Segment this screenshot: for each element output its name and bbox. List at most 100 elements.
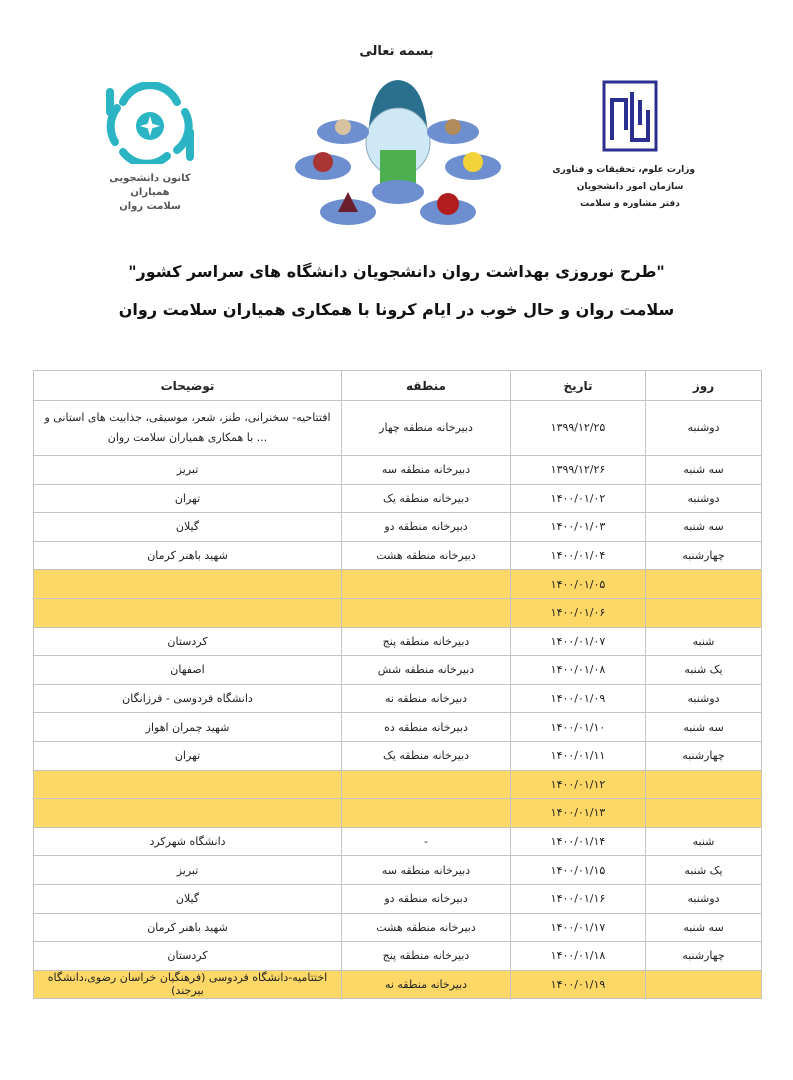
right-logo-caption-1: وزارت علوم، تحقیقات و فناوری (552, 165, 695, 175)
table-row: ۱۴۰۰/۰۱/۱۳ (33, 798, 762, 828)
cell-description: کردستان (33, 626, 342, 657)
table-row: دوشنبه ۱۴۰۰/۰۱/۰۹ دبیرخانه منطقه نه دانشگاه… (33, 683, 762, 714)
schedule-table: روز تاریخ منطقه توضیحات دوشنبه ۱۳۹۹/۱۲/۲۵… (33, 370, 762, 1000)
cell-date: ۱۴۰۰/۰۱/۰۴ (510, 540, 646, 571)
table-row: ۱۴۰۰/۰۱/۰۶ (33, 597, 762, 628)
cell-date: ۱۴۰۰/۰۱/۰۹ (510, 683, 646, 714)
cell-description: دانشگاه شهرکرد (33, 826, 342, 857)
cell-description: گیلان (33, 512, 342, 542)
column-header-description: توضیحات (33, 370, 342, 401)
table-row: سه شنبه ۱۴۰۰/۰۱/۱۷ دبیرخانه منطقه هشت شهید … (33, 912, 762, 943)
table-row: شنبه ۱۴۰۰/۰۱/۱۴- دانشگاه شهرکرد (33, 826, 762, 857)
left-logo-caption-1: کانون دانشجویی همیاران (109, 173, 191, 198)
cell-description (33, 769, 342, 800)
cell-region: دبیرخانه منطقه پنج (341, 941, 511, 971)
hamyaran-logo: کانون دانشجویی همیاران سلامت روان (95, 81, 205, 214)
cell-region: دبیرخانه منطقه ده (341, 712, 511, 742)
cell-region: دبیرخانه منطقه سه (341, 455, 511, 485)
column-header-region: منطقه (341, 370, 511, 401)
cell-description: دانشگاه فردوسی - فرزانگان (33, 683, 342, 714)
cell-date: ۱۴۰۰/۰۱/۰۵ (510, 569, 646, 599)
cell-description: گیلان (33, 883, 342, 914)
table-row: سه شنبه ۱۴۰۰/۰۱/۰۳ دبیرخانه منطقه دو گیلان (33, 512, 762, 542)
cell-day: دوشنبه (645, 883, 762, 914)
cell-day: چهارشنبه (645, 740, 762, 771)
cell-description: افتتاحیه- سخنرانی، طنز، شعر، موسیقی، جذا… (33, 400, 342, 456)
cell-region: دبیرخانه منطقه نه (341, 683, 511, 714)
cell-region (341, 798, 511, 828)
cell-region (341, 597, 511, 628)
cell-date: ۱۴۰۰/۰۱/۰۳ (510, 512, 646, 542)
table-row: دوشنبه ۱۴۰۰/۰۱/۰۲ دبیرخانه منطقه یک تهران (33, 483, 762, 514)
table-row: چهارشنبه ۱۴۰۰/۰۱/۱۸ دبیرخانه منطقه پنج کردس… (33, 941, 762, 971)
cell-date: ۱۴۰۰/۰۱/۱۵ (510, 855, 646, 885)
cell-day: دوشنبه (645, 483, 762, 514)
cell-date: ۱۳۹۹/۱۲/۲۶ (510, 455, 646, 485)
cell-day (645, 597, 762, 628)
document-title: "طرح نوروزی بهداشت روان دانشجویان دانشگا… (128, 262, 665, 281)
cell-description: تهران (33, 740, 342, 771)
cell-date: ۱۴۰۰/۰۱/۱۹ (510, 969, 646, 1000)
cell-date: ۱۴۰۰/۰۱/۱۰ (510, 712, 646, 742)
cell-description: تهران (33, 483, 342, 514)
table-row: ۱۴۰۰/۰۱/۰۵ (33, 569, 762, 599)
cell-day: سه شنبه (645, 512, 762, 542)
cell-day: شنبه (645, 626, 762, 657)
left-logo-caption-2: سلامت روان (119, 201, 181, 212)
cell-date: ۱۴۰۰/۰۱/۰۸ (510, 655, 646, 685)
haft-seen-illustration (295, 80, 501, 225)
cell-day (645, 798, 762, 828)
cell-region (341, 769, 511, 800)
bismillah-heading: بسمه تعالی (359, 44, 434, 59)
table-row: ۱۴۰۰/۰۱/۱۹ دبیرخانه منطقه نه اختتامیه-دانش… (33, 969, 762, 1000)
table-row: دوشنبه ۱۳۹۹/۱۲/۲۵ دبیرخانه منطقه چهار افتتا… (33, 400, 762, 456)
cell-description: اختتامیه-دانشگاه فردوسی (فرهنگیان خراسان… (33, 969, 342, 1000)
table-body: دوشنبه ۱۳۹۹/۱۲/۲۵ دبیرخانه منطقه چهار افتتا… (33, 400, 762, 1000)
cell-day: شنبه (645, 826, 762, 857)
cell-date: ۱۴۰۰/۰۱/۱۴ (510, 826, 646, 857)
cell-region: دبیرخانه منطقه دو (341, 512, 511, 542)
cell-region: دبیرخانه منطقه دو (341, 883, 511, 914)
table-row: سه شنبه ۱۴۰۰/۰۱/۱۰ دبیرخانه منطقه ده شهید چ… (33, 712, 762, 742)
cell-day: دوشنبه (645, 683, 762, 714)
cell-date: ۱۴۰۰/۰۱/۱۳ (510, 798, 646, 828)
cell-description: شهید باهنر کرمان (33, 912, 342, 943)
table-row: ۱۴۰۰/۰۱/۱۲ (33, 769, 762, 800)
cell-description (33, 569, 342, 599)
cell-day: چهارشنبه (645, 540, 762, 571)
table-row: سه شنبه ۱۳۹۹/۱۲/۲۶ دبیرخانه منطقه سه تبریز (33, 455, 762, 485)
cell-day: چهارشنبه (645, 941, 762, 971)
cell-date: ۱۴۰۰/۰۱/۰۷ (510, 626, 646, 657)
cell-region: دبیرخانه منطقه شش (341, 655, 511, 685)
cell-date: ۱۴۰۰/۰۱/۰۶ (510, 597, 646, 628)
cell-day: یک شنبه (645, 855, 762, 885)
cell-region: دبیرخانه منطقه هشت (341, 912, 511, 943)
cell-region: دبیرخانه منطقه سه (341, 855, 511, 885)
cell-region: دبیرخانه منطقه چهار (341, 400, 511, 456)
cell-day (645, 569, 762, 599)
cell-day: یک شنبه (645, 655, 762, 685)
cell-day: دوشنبه (645, 400, 762, 456)
column-header-date: تاریخ (510, 370, 646, 401)
document-subtitle: سلامت روان و حال خوب در ایام کرونا با هم… (118, 300, 675, 319)
cell-description: تبریز (33, 455, 342, 485)
ministry-logo: وزارت علوم، تحقیقات و فناوری سازمان امور… (552, 80, 695, 213)
ministry-logo-icon (602, 80, 658, 152)
cell-date: ۱۴۰۰/۰۱/۱۲ (510, 769, 646, 800)
cell-description: شهید باهنر کرمان (33, 540, 342, 571)
cell-description: اصفهان (33, 655, 342, 685)
right-logo-caption-3: دفتر مشاوره و سلامت (580, 199, 680, 209)
cell-region: دبیرخانه منطقه نه (341, 969, 511, 1000)
cell-date: ۱۴۰۰/۰۱/۱۷ (510, 912, 646, 943)
cell-day: سه شنبه (645, 712, 762, 742)
cell-day (645, 969, 762, 1000)
hamyaran-logo-icon (106, 81, 194, 168)
cell-day (645, 769, 762, 800)
cell-region: دبیرخانه منطقه هشت (341, 540, 511, 571)
column-header-day: روز (645, 370, 762, 401)
cell-date: ۱۴۰۰/۰۱/۱۶ (510, 883, 646, 914)
cell-day: سه شنبه (645, 455, 762, 485)
table-row: یک شنبه ۱۴۰۰/۰۱/۰۸ دبیرخانه منطقه شش اصفهان (33, 655, 762, 685)
cell-date: ۱۴۰۰/۰۱/۰۲ (510, 483, 646, 514)
cell-description (33, 798, 342, 828)
